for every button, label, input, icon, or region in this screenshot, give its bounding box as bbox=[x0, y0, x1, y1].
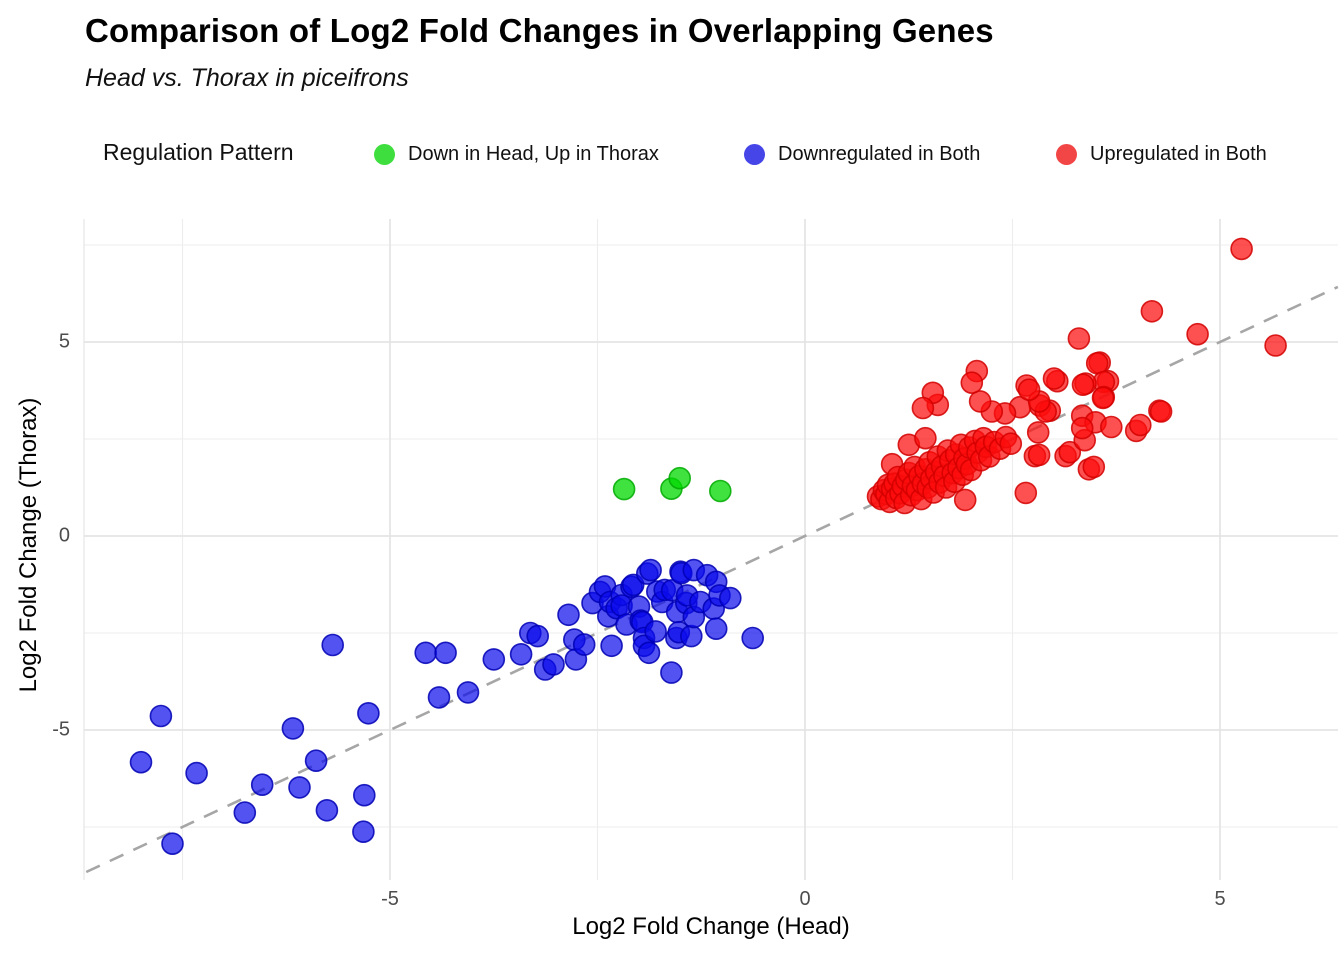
data-point bbox=[321, 633, 345, 657]
x-axis-title: Log2 Fold Change (Head) bbox=[572, 913, 850, 940]
data-point bbox=[1058, 440, 1082, 464]
data-point bbox=[718, 586, 742, 610]
data-point bbox=[999, 432, 1023, 456]
data-point bbox=[1014, 481, 1038, 505]
green-dot-icon bbox=[374, 143, 395, 165]
data-point bbox=[1149, 400, 1173, 423]
data-point bbox=[600, 634, 623, 658]
y-tick-label: 0 bbox=[58, 524, 70, 547]
data-point bbox=[1070, 416, 1094, 440]
data-point bbox=[288, 776, 311, 799]
data-point bbox=[1100, 415, 1123, 439]
legend-item-label: Upregulated in Both bbox=[1090, 142, 1267, 165]
data-point bbox=[968, 390, 992, 413]
data-point bbox=[668, 466, 692, 490]
data-point bbox=[960, 371, 984, 395]
x-tick-label: 5 bbox=[1214, 888, 1226, 910]
data-point bbox=[1186, 322, 1209, 346]
data-point bbox=[1140, 299, 1164, 323]
data-point bbox=[914, 426, 937, 450]
chart-title: Comparison of Log2 Fold Changes in Overl… bbox=[85, 12, 994, 49]
data-point bbox=[352, 820, 375, 844]
data-point bbox=[185, 761, 208, 785]
data-point bbox=[250, 773, 274, 797]
legend: Regulation Pattern Down in Head, Up in T… bbox=[0, 136, 1344, 172]
data-point bbox=[304, 749, 328, 773]
data-point bbox=[129, 750, 153, 774]
data-point bbox=[1264, 334, 1287, 357]
data-point bbox=[233, 801, 257, 824]
data-point bbox=[1026, 421, 1050, 444]
data-point bbox=[911, 396, 935, 420]
legend-item-label: Down in Head, Up in Thorax bbox=[408, 142, 659, 165]
data-point bbox=[542, 653, 565, 676]
data-point bbox=[660, 661, 683, 684]
legend-item-upregulated-both: Upregulated in Both bbox=[1056, 136, 1267, 172]
legend-item-downregulated-both: Downregulated in Both bbox=[744, 136, 980, 172]
data-point bbox=[704, 617, 728, 641]
legend-item-label: Downregulated in Both bbox=[778, 142, 981, 165]
data-point bbox=[644, 620, 667, 643]
data-point bbox=[456, 681, 480, 704]
data-point bbox=[526, 624, 550, 648]
data-point bbox=[708, 479, 732, 503]
data-point bbox=[679, 624, 703, 648]
x-tick-label: 0 bbox=[799, 888, 811, 910]
data-point bbox=[1017, 378, 1041, 402]
y-tick-label: -5 bbox=[52, 718, 70, 741]
data-point bbox=[639, 558, 662, 582]
data-point bbox=[482, 648, 506, 671]
data-point bbox=[1067, 327, 1091, 350]
data-point bbox=[357, 701, 380, 725]
data-point bbox=[1027, 443, 1051, 467]
blue-dot-icon bbox=[744, 143, 765, 165]
data-point bbox=[1091, 386, 1115, 410]
data-point bbox=[1129, 413, 1152, 437]
data-point bbox=[572, 633, 596, 656]
y-axis-title: Log2 Fold Change (Thorax) bbox=[15, 397, 42, 693]
data-point bbox=[741, 626, 765, 650]
y-tick-label: 5 bbox=[58, 330, 70, 353]
red-dot-icon bbox=[1056, 143, 1077, 165]
data-point bbox=[414, 641, 438, 665]
data-point bbox=[1082, 455, 1106, 479]
data-point bbox=[281, 717, 305, 740]
data-point bbox=[434, 641, 457, 665]
data-point bbox=[427, 686, 451, 709]
data-point bbox=[352, 783, 376, 807]
data-point bbox=[612, 477, 636, 501]
chart-subtitle: Head vs. Thorax in piceifrons bbox=[85, 64, 409, 92]
data-point bbox=[953, 488, 977, 512]
x-tick-label: -5 bbox=[381, 888, 399, 910]
data-point bbox=[315, 798, 339, 822]
data-point bbox=[637, 641, 661, 665]
data-point bbox=[149, 704, 173, 728]
data-point bbox=[509, 642, 533, 666]
data-point bbox=[557, 603, 580, 627]
data-point bbox=[161, 832, 184, 856]
data-point bbox=[1071, 373, 1095, 397]
legend-title: Regulation Pattern bbox=[103, 139, 294, 165]
data-point bbox=[1230, 237, 1253, 261]
legend-item-down-head-up-thorax: Down in Head, Up in Thorax bbox=[374, 136, 659, 172]
data-point bbox=[1042, 367, 1066, 390]
